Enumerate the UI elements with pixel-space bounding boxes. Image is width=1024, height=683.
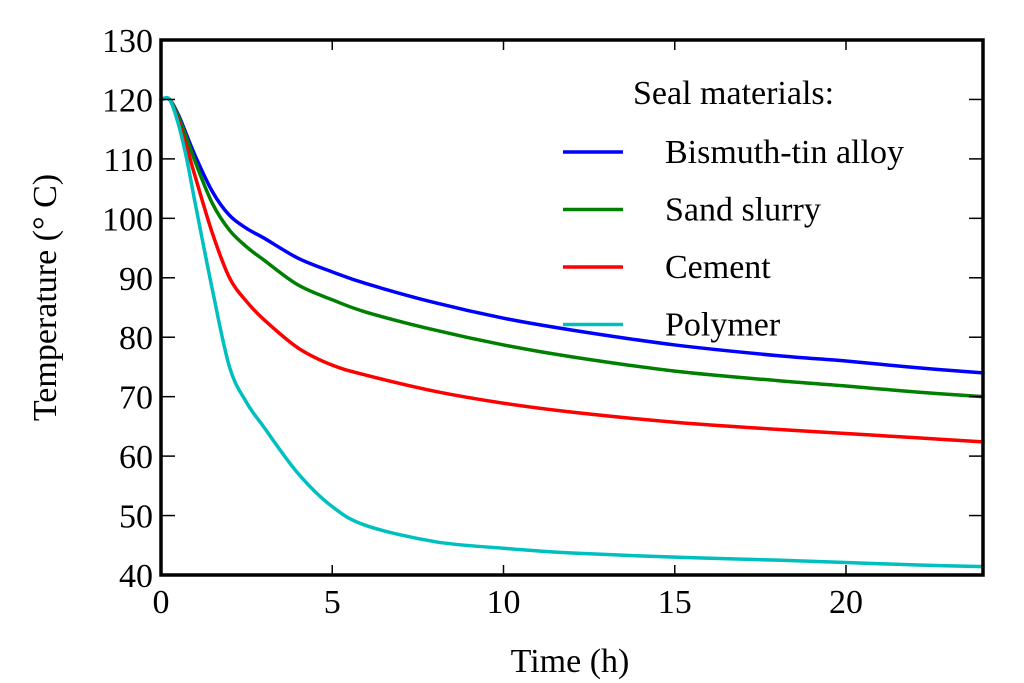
series-line-sand-slurry — [159, 96, 985, 399]
legend-title: Seal materials: — [633, 75, 834, 112]
legend-label: Cement — [665, 249, 771, 286]
series-layer — [159, 95, 985, 569]
y-tick-label: 90 — [119, 261, 153, 298]
x-tick-label: 10 — [487, 584, 521, 621]
legend-label: Polymer — [665, 307, 781, 344]
y-axis-title: Temperature (° C) — [27, 174, 64, 421]
y-tick-label: 60 — [119, 439, 153, 476]
y-tick-label: 80 — [119, 320, 153, 357]
series-line-polymer — [159, 95, 985, 569]
x-tick-label: 0 — [153, 584, 170, 621]
legend-label: Bismuth-tin alloy — [665, 134, 904, 171]
plot-frame — [159, 38, 985, 577]
tick-layer — [160, 39, 983, 576]
y-tick-labels: 40 50 60 70 80 90 100 110 120 130 — [102, 23, 153, 595]
y-tick-label: 70 — [119, 380, 153, 417]
y-tick-label: 100 — [102, 201, 153, 238]
y-tick-label: 110 — [103, 142, 153, 179]
y-tick-label: 120 — [102, 82, 153, 119]
legend-label: Sand slurry — [665, 192, 821, 229]
x-tick-label: 15 — [658, 584, 692, 621]
y-tick-label: 40 — [119, 558, 153, 595]
series-line-cement — [159, 96, 985, 444]
legend: Seal materials: Bismuth-tin alloy Sand sl… — [563, 75, 904, 344]
x-tick-label: 20 — [829, 584, 863, 621]
x-tick-label: 5 — [324, 584, 341, 621]
x-axis-title: Time (h) — [511, 643, 630, 680]
y-tick-label: 130 — [102, 23, 153, 60]
x-tick-labels: 0 5 10 15 20 — [153, 584, 864, 621]
y-tick-label: 50 — [119, 499, 153, 536]
